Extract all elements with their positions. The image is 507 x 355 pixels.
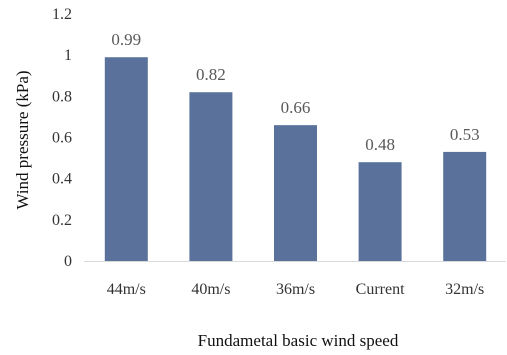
y-tick-labels: 0 0.2 0.4 0.6 0.8 1 1.2 — [52, 6, 72, 270]
data-label: 0.48 — [365, 135, 395, 154]
x-axis-title: Fundametal basic wind speed — [198, 331, 399, 350]
bar — [189, 92, 233, 261]
bars — [104, 57, 487, 262]
x-tick-label: Current — [356, 281, 405, 298]
y-tick-label: 0.4 — [52, 171, 72, 188]
data-label: 0.66 — [281, 98, 311, 117]
x-tick-label: 36m/s — [276, 281, 315, 298]
y-tick-label: 1 — [64, 47, 72, 64]
y-tick-label: 0.8 — [52, 88, 72, 105]
data-label: 0.53 — [450, 125, 480, 144]
data-labels: 0.99 0.82 0.66 0.48 0.53 — [111, 30, 479, 154]
x-tick-label: 40m/s — [191, 281, 230, 298]
bar — [274, 125, 317, 262]
y-tick-label: 0.2 — [52, 212, 72, 229]
y-tick-label: 1.2 — [52, 6, 72, 23]
x-tick-labels: 44m/s 40m/s 36m/s Current 32m/s — [107, 281, 485, 298]
x-tick-label: 44m/s — [107, 281, 146, 298]
data-label: 0.82 — [196, 65, 226, 84]
bar — [443, 151, 487, 261]
y-tick-label: 0 — [64, 253, 72, 270]
bar — [358, 162, 402, 261]
y-tick-label: 0.6 — [52, 130, 72, 147]
x-tick-label: 32m/s — [445, 281, 484, 298]
bar — [104, 57, 148, 261]
data-label: 0.99 — [111, 30, 141, 49]
y-axis-title: Wind pressure (kPa) — [13, 70, 32, 209]
